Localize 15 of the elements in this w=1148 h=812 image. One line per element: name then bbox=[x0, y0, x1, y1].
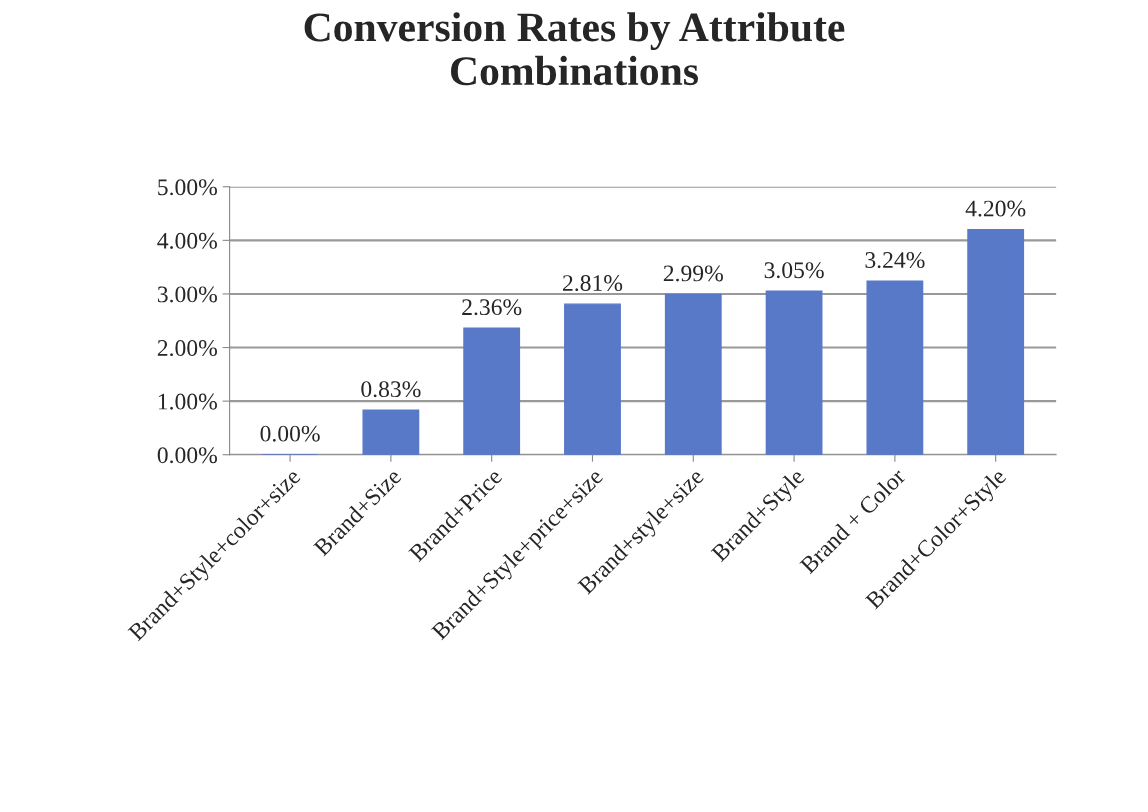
data-label: 3.05% bbox=[764, 262, 824, 279]
chart-title: Conversion Rates by Attribute Combinations bbox=[304, 12, 845, 86]
y-tick-label: 1.00% bbox=[158, 393, 217, 410]
data-label: 0.83% bbox=[361, 381, 421, 398]
y-tick-label: 3.00% bbox=[157, 286, 217, 303]
data-label: 4.20% bbox=[965, 200, 1026, 217]
data-label: 0.00% bbox=[260, 425, 320, 442]
y-tick-label: 0.00% bbox=[157, 447, 217, 464]
data-label: 2.81% bbox=[563, 275, 623, 292]
y-tick-label: 5.00% bbox=[158, 179, 217, 196]
data-label: 2.36% bbox=[462, 299, 522, 316]
y-tick-label: 2.00% bbox=[157, 340, 217, 357]
data-label: 2.99% bbox=[663, 265, 723, 282]
y-tick-label: 4.00% bbox=[157, 232, 217, 249]
data-label: 3.24% bbox=[865, 252, 925, 269]
